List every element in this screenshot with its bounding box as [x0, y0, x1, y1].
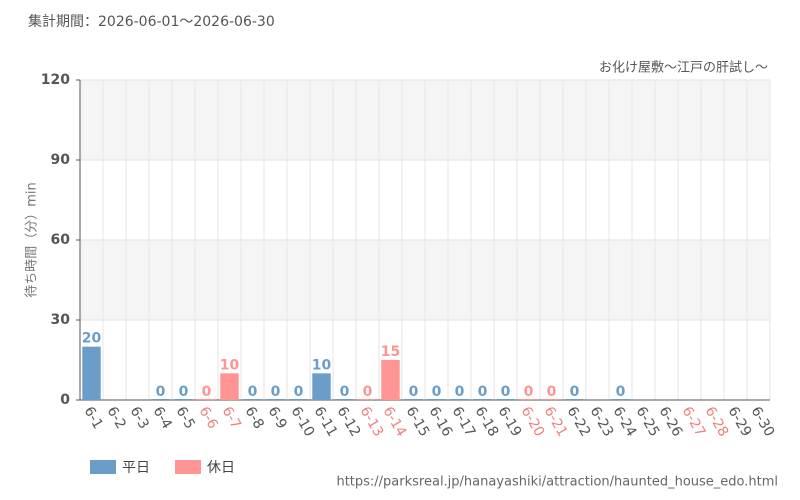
value-label: 0: [547, 384, 557, 400]
x-tick-label: 6-11: [311, 404, 341, 440]
bar: [611, 399, 630, 400]
value-label: 0: [294, 384, 304, 400]
bar: [335, 399, 354, 400]
value-label: 0: [248, 384, 258, 400]
x-tick-label: 6-20: [518, 404, 548, 440]
x-tick-label: 6-10: [288, 404, 318, 440]
x-tick-label: 6-22: [564, 404, 594, 440]
x-tick-label: 6-12: [334, 404, 364, 440]
value-label: 0: [455, 384, 465, 400]
y-tick-label: 90: [51, 152, 71, 168]
bar: [473, 399, 492, 400]
bar: [496, 399, 515, 400]
x-tick-label: 6-25: [633, 404, 663, 440]
x-tick-label: 6-9: [265, 404, 290, 432]
x-tick-label: 6-2: [104, 404, 129, 432]
bar: [519, 399, 538, 400]
x-tick-label: 6-30: [748, 404, 778, 440]
bar: [82, 346, 101, 400]
x-tick-label: 6-29: [725, 404, 755, 440]
x-tick-label: 6-7: [219, 404, 244, 432]
bar: [404, 399, 423, 400]
x-tick-label: 6-15: [403, 404, 433, 440]
x-tick-label: 6-23: [587, 404, 617, 440]
x-tick-label: 6-27: [679, 404, 709, 440]
bar: [289, 399, 308, 400]
x-tick-label: 6-26: [656, 404, 686, 440]
value-label: 15: [381, 344, 400, 360]
legend-label: 平日: [122, 460, 150, 476]
x-tick-label: 6-16: [426, 404, 456, 440]
value-label: 10: [220, 357, 240, 373]
y-tick-label: 0: [60, 392, 70, 408]
x-tick-label: 6-18: [472, 404, 502, 440]
x-tick-label: 6-13: [357, 404, 387, 440]
y-axis-title: 待ち時間（分）min: [25, 182, 40, 298]
x-tick-label: 6-8: [242, 404, 267, 432]
x-tick-label: 6-21: [541, 404, 571, 440]
bar: [174, 399, 193, 400]
value-label: 0: [179, 384, 189, 400]
period: 集計期間：2026-06-01～2026-06-30: [28, 13, 275, 30]
bar: [565, 399, 584, 400]
x-tick-label: 6-4: [150, 404, 175, 432]
y-tick-label: 120: [41, 72, 70, 88]
value-label: 0: [363, 384, 373, 400]
bar: [220, 373, 239, 400]
legend-swatch: [90, 460, 116, 474]
value-label: 0: [156, 384, 166, 400]
x-tick-label: 6-5: [173, 404, 198, 432]
value-label: 0: [524, 384, 534, 400]
bar: [427, 399, 446, 400]
value-label: 10: [312, 357, 332, 373]
bar: [358, 399, 377, 400]
value-label: 0: [432, 384, 442, 400]
x-tick-label: 6-28: [702, 404, 732, 440]
value-label: 0: [340, 384, 350, 400]
value-label: 0: [271, 384, 281, 400]
bar: [312, 373, 331, 400]
value-label: 0: [616, 384, 626, 400]
bar: [151, 399, 170, 400]
value-label: 0: [478, 384, 488, 400]
value-label: 0: [570, 384, 580, 400]
x-tick-label: 6-19: [495, 404, 525, 440]
x-tick-label: 6-24: [610, 404, 640, 440]
legend-label: 休日: [207, 460, 235, 476]
value-label: 0: [202, 384, 212, 400]
bar: [381, 360, 400, 400]
x-tick-label: 6-14: [380, 404, 410, 440]
source: https://parksreal.jp/hanayashiki/attract…: [336, 475, 778, 490]
y-tick-label: 30: [51, 312, 71, 328]
chart-title: お化け屋敷～江戸の肝試し～: [599, 60, 768, 76]
bar: [197, 399, 216, 400]
bar: [266, 399, 285, 400]
value-label: 0: [501, 384, 511, 400]
value-label: 0: [409, 384, 419, 400]
bar: [450, 399, 469, 400]
x-tick-label: 6-3: [127, 404, 152, 432]
y-tick-label: 60: [51, 232, 71, 248]
x-tick-label: 6-6: [196, 404, 221, 432]
x-tick-label: 6-17: [449, 404, 479, 440]
legend-swatch: [175, 460, 201, 474]
bar: [542, 399, 561, 400]
value-label: 20: [82, 331, 102, 347]
bar: [243, 399, 262, 400]
x-tick-label: 6-1: [81, 404, 106, 432]
